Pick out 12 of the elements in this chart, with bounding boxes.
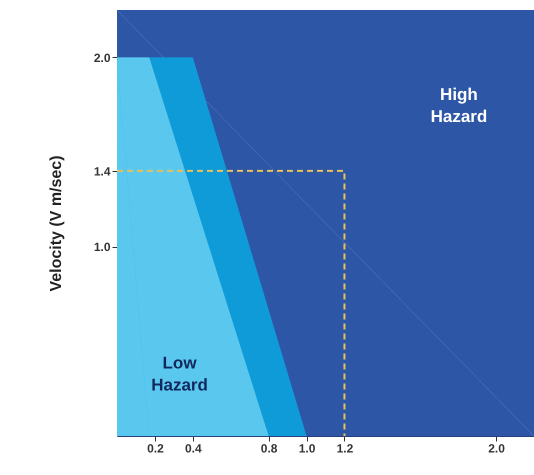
x-tick-label: 1.2: [336, 442, 354, 456]
series-label: Low Hazard: [151, 354, 208, 395]
x-tick-label: 0.4: [184, 442, 202, 456]
series-label: High Hazard: [430, 85, 488, 126]
x-tick-label: 1.0: [298, 442, 316, 456]
x-tick-label: 0.2: [147, 442, 164, 456]
y-tick-label: 1.0: [94, 240, 111, 254]
x-tick-label: 2.0: [488, 442, 506, 456]
y-axis-title: Velocity (V m/sec): [48, 155, 65, 292]
y-tick-label: 2.0: [94, 50, 111, 65]
x-tick-label: 0.8: [260, 442, 278, 456]
y-tick-label: 1.4: [94, 164, 111, 178]
